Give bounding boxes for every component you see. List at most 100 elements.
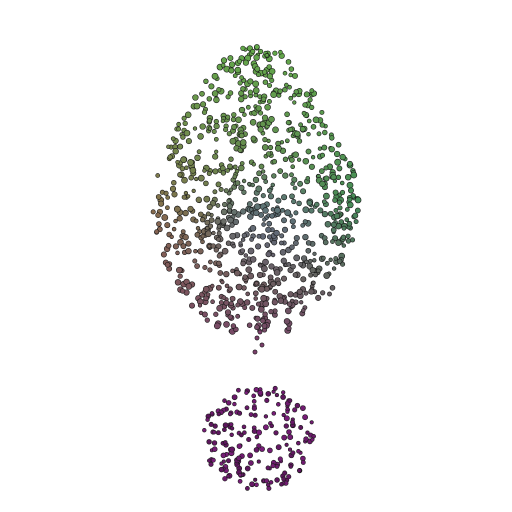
point <box>217 270 224 276</box>
point <box>264 103 271 111</box>
point <box>231 394 238 401</box>
point <box>262 311 268 317</box>
point <box>321 210 329 218</box>
point <box>182 209 189 217</box>
point <box>223 440 228 445</box>
point <box>234 168 240 174</box>
point <box>323 272 331 279</box>
point <box>344 207 350 212</box>
point <box>262 79 269 85</box>
point <box>155 212 161 218</box>
point <box>176 266 183 274</box>
point <box>244 390 249 395</box>
point <box>310 155 316 160</box>
point <box>215 203 221 208</box>
point <box>250 182 256 188</box>
point <box>262 217 267 222</box>
point <box>296 440 301 446</box>
point <box>298 425 304 430</box>
point <box>223 299 230 306</box>
point <box>256 459 261 464</box>
point <box>237 58 242 64</box>
point <box>226 198 231 204</box>
point <box>206 170 212 177</box>
point <box>185 240 192 247</box>
point <box>247 452 253 459</box>
point <box>222 398 227 403</box>
point <box>329 285 336 291</box>
point <box>265 226 272 233</box>
point <box>292 272 298 278</box>
point <box>246 436 252 443</box>
point <box>305 430 310 435</box>
point <box>180 156 187 164</box>
point <box>324 220 332 228</box>
point <box>220 218 227 225</box>
point <box>227 411 233 417</box>
point <box>206 203 213 211</box>
point <box>333 256 339 261</box>
point <box>204 317 210 323</box>
point <box>292 185 298 191</box>
point <box>260 193 266 199</box>
point <box>270 91 278 98</box>
point <box>286 429 292 435</box>
point <box>210 243 216 249</box>
point <box>242 430 247 435</box>
point <box>261 114 269 121</box>
point <box>261 265 268 273</box>
point <box>184 165 189 171</box>
point <box>279 233 285 239</box>
point <box>242 274 248 280</box>
point <box>205 211 211 217</box>
point <box>314 201 320 208</box>
point <box>288 72 293 78</box>
point <box>172 243 179 250</box>
point <box>292 292 299 298</box>
point <box>321 144 328 151</box>
point <box>335 141 342 148</box>
point <box>311 280 316 285</box>
point <box>288 95 294 101</box>
point <box>211 440 218 446</box>
point <box>238 164 245 172</box>
point <box>194 263 200 269</box>
point <box>267 144 274 151</box>
point <box>353 219 359 225</box>
point <box>284 442 289 447</box>
point <box>273 269 281 276</box>
point <box>228 422 234 427</box>
point <box>354 207 361 214</box>
point <box>248 460 254 466</box>
point <box>234 269 241 277</box>
point <box>323 175 330 182</box>
point <box>290 164 296 169</box>
point <box>237 478 243 484</box>
point <box>282 70 288 76</box>
point <box>284 82 289 88</box>
point <box>309 88 315 94</box>
point <box>281 434 288 441</box>
point <box>208 83 215 90</box>
point <box>275 444 282 451</box>
point <box>285 409 290 414</box>
point <box>310 124 317 130</box>
point <box>312 258 317 263</box>
point <box>194 231 201 238</box>
point <box>288 66 295 72</box>
point <box>308 163 315 170</box>
point <box>240 86 246 92</box>
point <box>301 110 307 116</box>
point <box>185 283 193 290</box>
point <box>296 449 301 454</box>
point <box>268 480 274 485</box>
point <box>267 447 273 454</box>
point <box>299 126 306 133</box>
point <box>200 101 207 108</box>
point <box>232 164 238 170</box>
point <box>292 151 299 158</box>
point <box>300 405 306 411</box>
point <box>254 335 260 341</box>
point <box>274 463 280 469</box>
point <box>266 64 272 70</box>
